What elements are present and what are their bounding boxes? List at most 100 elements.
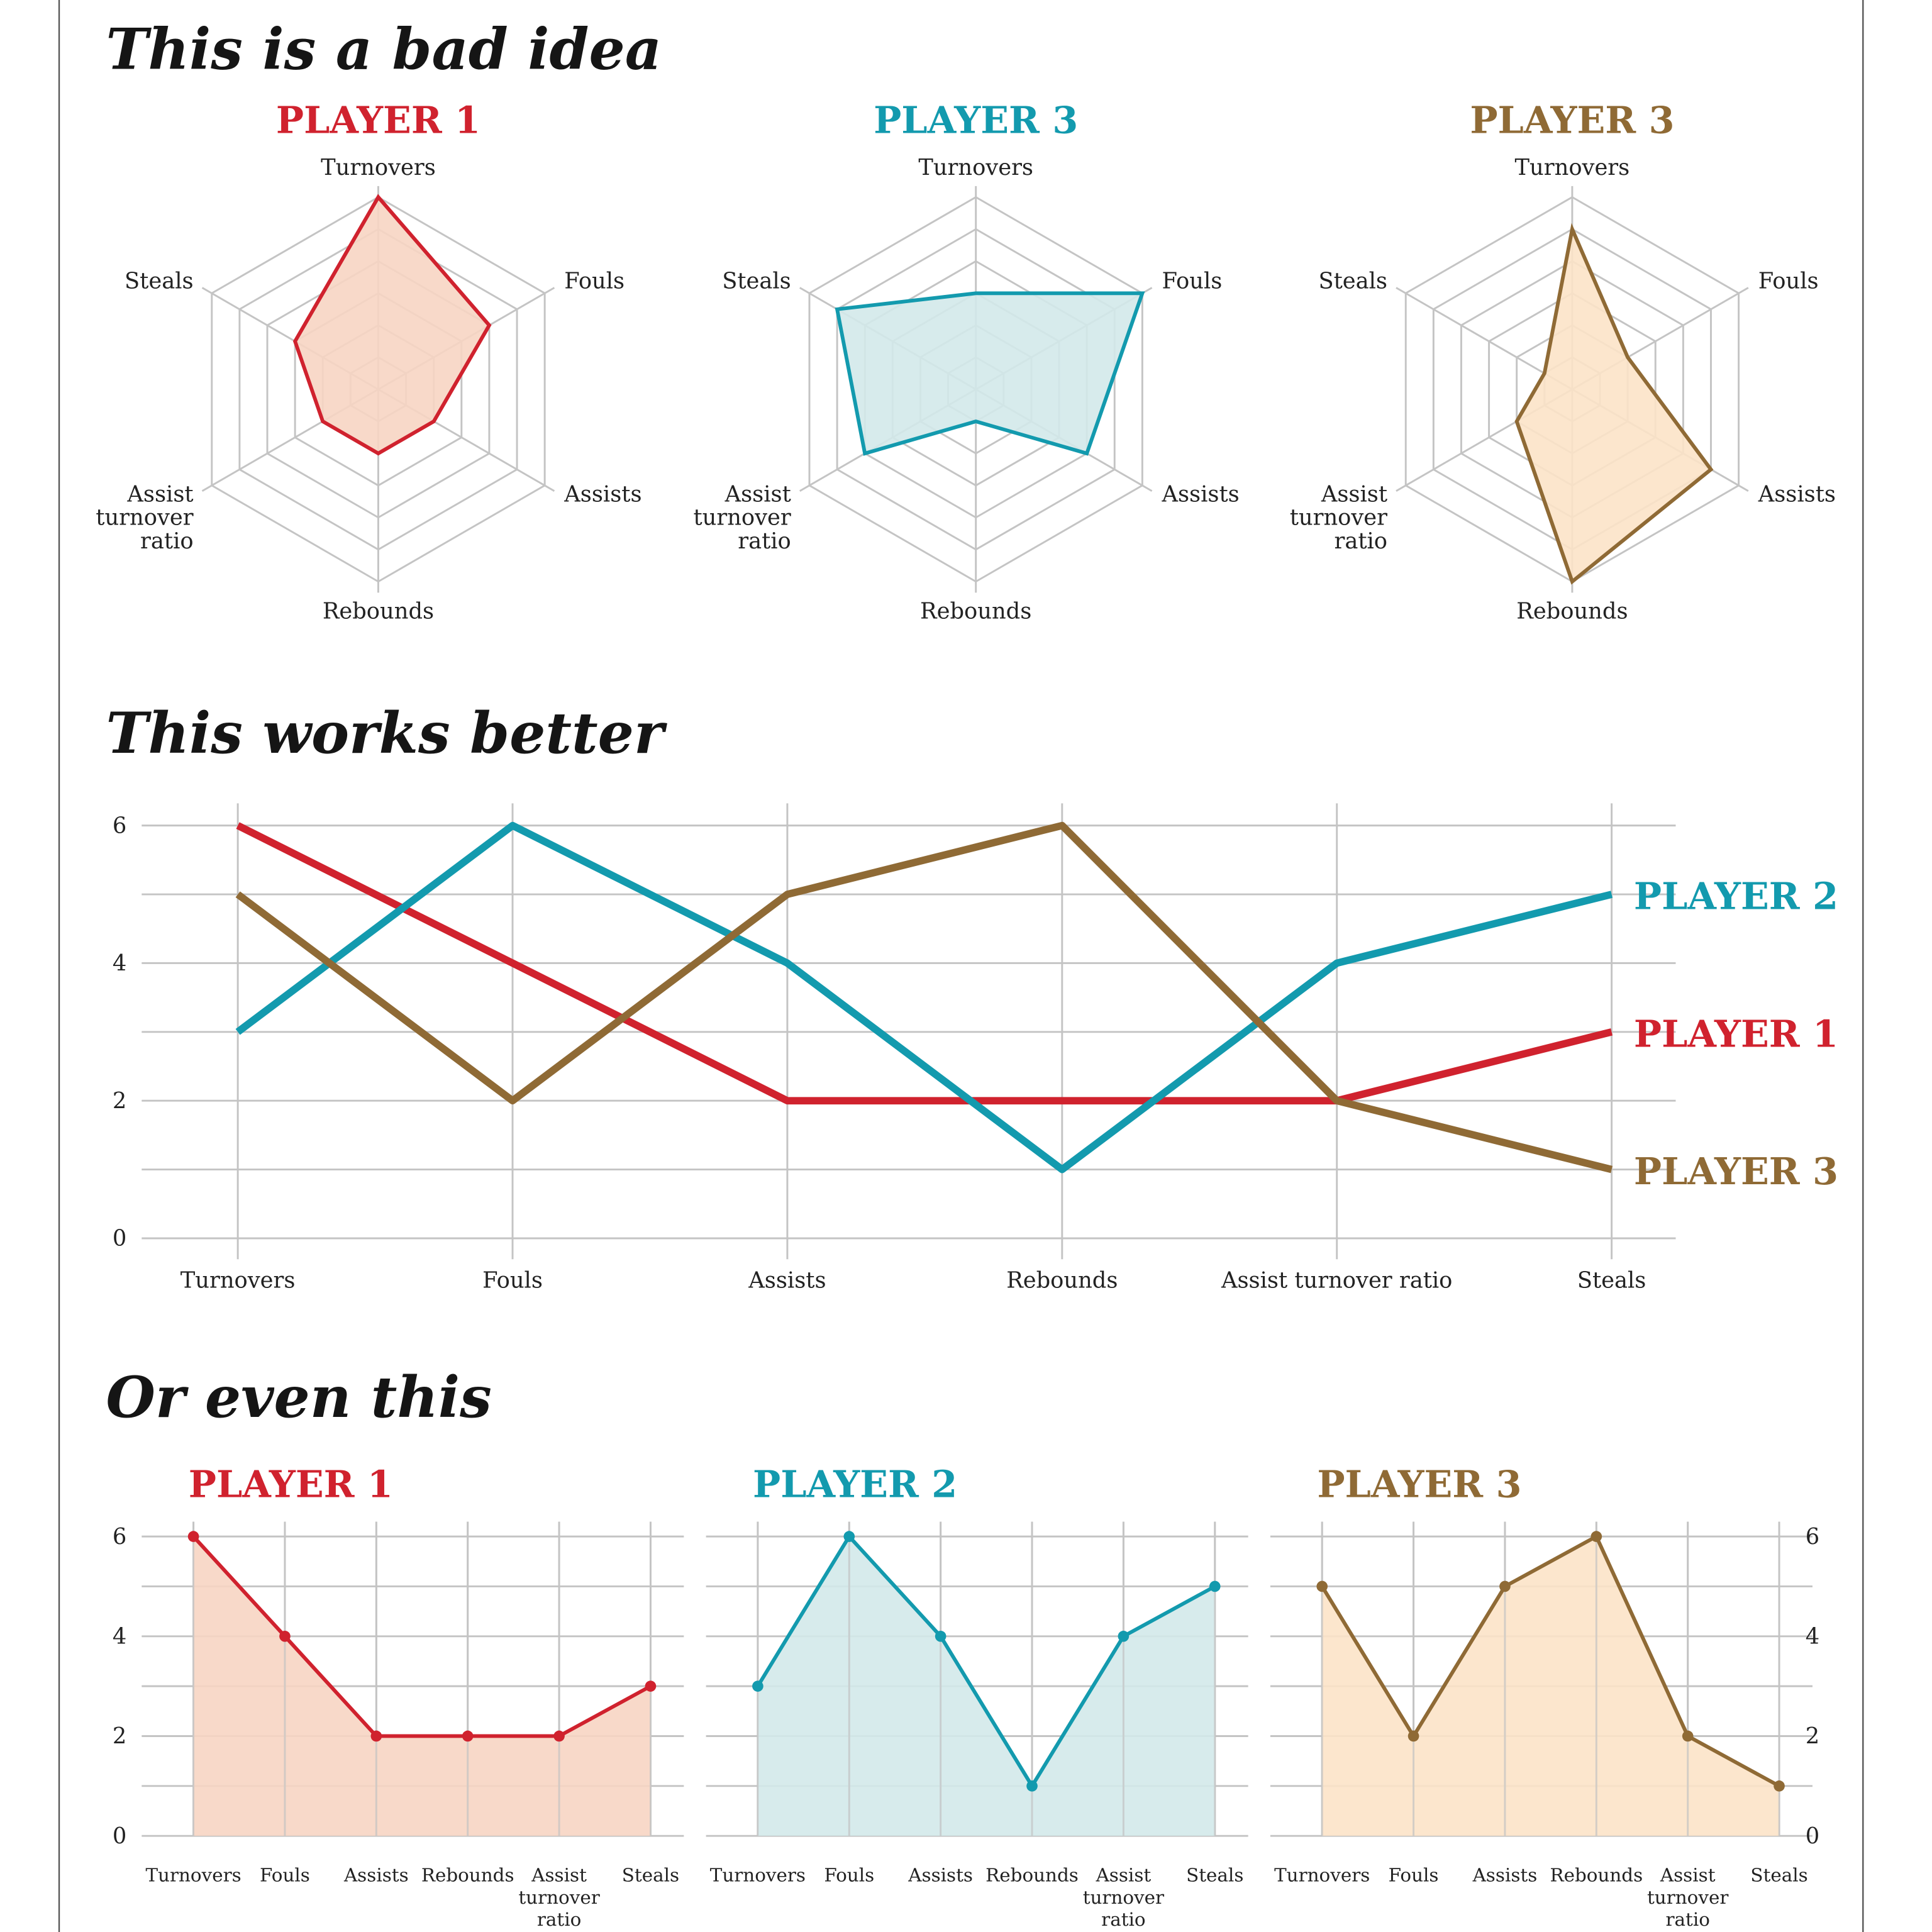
x-tick-label: Turnovers [145,1865,241,1886]
data-point [1026,1780,1038,1792]
y-tick-label: 0 [113,1226,126,1252]
radar-axis-label: Steals [1318,268,1387,294]
x-tick-label: Assists [908,1865,973,1886]
small-multiple-panel: PLAYER 3 Turnovers Fouls Assists Rebounds Ass… [1270,1462,1819,1930]
radar-axis-label: Fouls [1758,268,1819,294]
x-tick-label: Steals [1186,1865,1243,1886]
x-tick-label: Fouls [1389,1865,1439,1886]
radar-axis-label: Rebounds [920,599,1031,625]
data-point [279,1630,291,1642]
x-tick-label: Fouls [824,1865,874,1886]
data-point [187,1531,199,1542]
radar-axis-label: turnover [96,505,193,531]
radar-axis-label: Turnovers [1515,155,1630,180]
x-tick-label: turnover [518,1887,600,1908]
y-tick-label: 4 [113,950,126,976]
radar-shape [835,291,1145,456]
x-tick-label: Fouls [260,1865,310,1886]
x-tick-label: Assist [1096,1865,1152,1886]
y-tick-label: 4 [1806,1624,1819,1650]
section-title-even: Or even this [106,1364,491,1431]
radar-charts: PLAYER 1 Turnovers Fouls Assists Rebounds Ass… [96,99,1836,625]
x-tick-label: Turnovers [180,1267,296,1293]
y-tick-label: 2 [113,1088,126,1114]
radar-axis-label: Fouls [1162,268,1223,294]
data-point [462,1730,474,1742]
data-point [1407,1730,1419,1742]
series-line [236,822,1613,1105]
radar-axis-label: Assist [1321,481,1387,507]
data-point [1774,1780,1785,1792]
x-tick-label: Rebounds [421,1865,514,1886]
area-fill [757,1536,1215,1836]
y-tick-label: 6 [113,1524,126,1550]
x-tick-label: Turnovers [1274,1865,1370,1886]
data-point [752,1680,763,1692]
radar-panel: PLAYER 3 Turnovers Fouls Assists Rebounds Ass… [1290,99,1836,625]
x-tick-label: turnover [1647,1887,1729,1908]
x-tick-label: Steals [1750,1865,1807,1886]
radar-axis-label: Assists [1162,481,1240,507]
small-multiple-panel: PLAYER 2 Turnovers Fouls Assists Rebounds Ass… [706,1462,1248,1930]
x-tick-label: Assist [1660,1865,1716,1886]
x-tick-label: ratio [1101,1909,1145,1930]
data-point [1209,1580,1221,1592]
series-end-label: PLAYER 3 [1634,1150,1838,1193]
radar-axis-label: Rebounds [323,599,434,625]
x-tick-label: Assist [531,1865,587,1886]
y-tick-label: 6 [113,813,126,838]
data-point [1118,1630,1130,1642]
radar-axis-label: Assists [1758,481,1836,507]
data-point [553,1730,565,1742]
x-tick-label: Assists [748,1267,826,1293]
y-tick-label: 2 [113,1723,126,1749]
y-tick-label: 6 [1806,1524,1819,1550]
x-tick-label: Steals [622,1865,679,1886]
series-line [756,1533,1216,1790]
radar-axis-label: Steals [722,268,791,294]
x-tick-label: turnover [1083,1887,1165,1908]
data-point [645,1680,657,1692]
x-tick-label: Fouls [482,1267,543,1293]
series-line [235,821,1613,1174]
radar-shape [292,194,492,456]
radar-axis-label: Steals [125,268,194,294]
radar-axis-label: turnover [1290,505,1387,531]
x-tick-label: Turnovers [710,1865,806,1886]
radar-panel: PLAYER 1 Turnovers Fouls Assists Rebounds Ass… [96,99,641,625]
y-tick-label: 4 [113,1624,126,1650]
radar-axis-label: Assist [126,481,193,507]
series-line [235,821,1613,1174]
section-title-bad: This is a bad idea [106,16,662,83]
series-line [1320,1534,1780,1788]
y-tick-label: 2 [1806,1723,1819,1749]
x-tick-label: Rebounds [1550,1865,1643,1886]
panel-title: PLAYER 2 [753,1462,957,1506]
data-point [935,1630,947,1642]
radar-axis-label: Turnovers [321,155,436,180]
x-tick-label: Steals [1577,1267,1646,1293]
small-multiple-panel: PLAYER 1 Turnovers Fouls Assists Rebounds Ass… [113,1462,684,1930]
data-point [1316,1580,1328,1592]
radar-axis-label: ratio [738,528,791,554]
x-tick-label: Assists [343,1865,409,1886]
data-point [843,1531,855,1542]
area-fill [193,1536,651,1836]
y-tick-label: 0 [1806,1823,1819,1849]
radar-axis-label: ratio [1335,528,1388,554]
panel-title: PLAYER 1 [189,1462,393,1506]
x-tick-label: Assists [1472,1865,1538,1886]
section-title-better: This works better [106,700,667,767]
radar-axis-label: Rebounds [1516,599,1628,625]
radar-axis-label: turnover [694,505,791,531]
x-tick-label: Rebounds [1006,1267,1118,1293]
x-tick-label: Rebounds [985,1865,1079,1886]
series-line [192,1535,652,1738]
data-point [1499,1580,1511,1592]
radar-axis-label: Assists [564,481,641,507]
small-multiples: PLAYER 1 Turnovers Fouls Assists Rebounds Ass… [113,1462,1819,1930]
line-chart: 0 2 4 6 Turnovers Fouls Assists Rebounds Assist … [113,803,1838,1293]
data-point [1682,1730,1694,1742]
radar-axis-label: ratio [140,528,194,554]
